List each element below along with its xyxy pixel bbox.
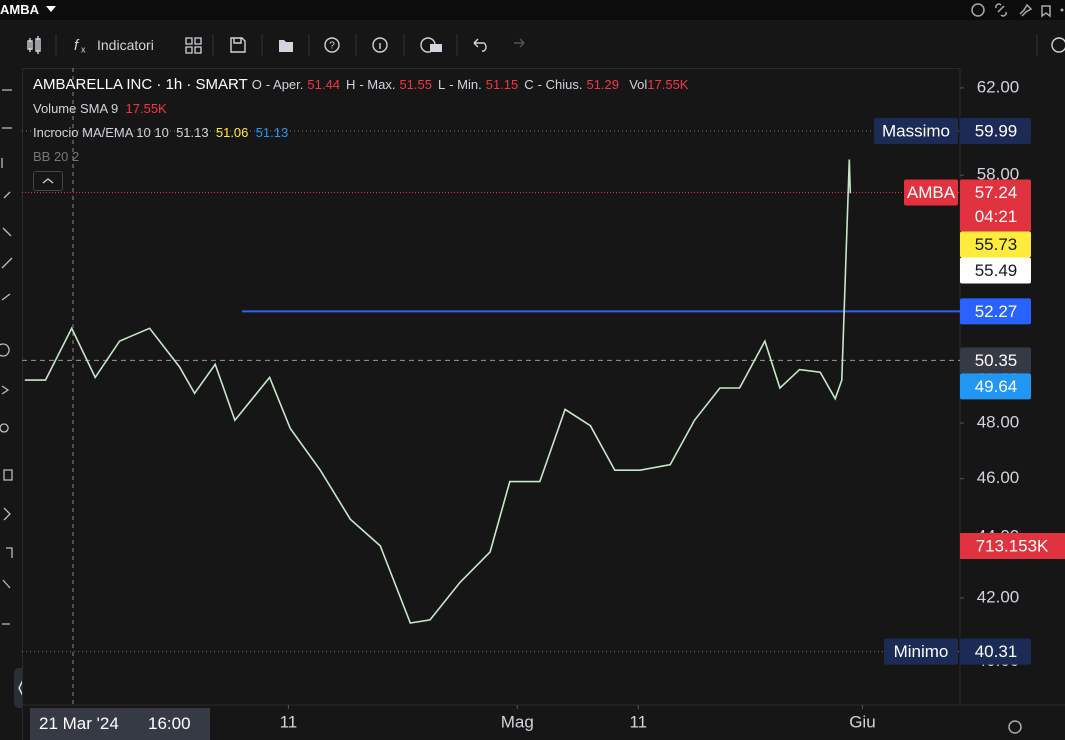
settings-icon: [1008, 720, 1022, 734]
badge-value: 50.35: [975, 351, 1018, 370]
ohlc-key: H: [345, 77, 356, 92]
ohlc-label: - Chius.: [537, 77, 583, 92]
legend-row-1: AMBARELLA INC · 1h · SMART O- Aper. 51.44…: [33, 76, 688, 93]
ma-value: 51.13: [176, 125, 209, 140]
top-icons: [971, 3, 1064, 18]
price-badge: 50.35: [960, 347, 1031, 374]
y-tick-label: 46.00: [977, 468, 1020, 487]
badge-bg: [960, 298, 1031, 325]
crosshair-time: 16:00: [148, 714, 191, 733]
vol-value: 17.55K: [647, 77, 689, 92]
ema-value: 51.06: [215, 125, 249, 140]
legend-title: AMBARELLA INC · 1h · SMART: [33, 76, 248, 93]
crosshair-date: 21 Mar '24: [39, 714, 119, 733]
y-tick-label: 48.00: [977, 413, 1020, 432]
badge-bg: [960, 179, 1031, 232]
badge-bg: [960, 347, 1031, 374]
badge-label-bg: [904, 179, 958, 206]
indicators-button[interactable]: Indicatori: [97, 37, 154, 53]
cross-value: 51.13: [255, 125, 289, 140]
ohlc-value: 51.44: [307, 77, 340, 92]
badge-bg: [960, 257, 1031, 284]
x-tick-label: Mag: [501, 712, 534, 731]
badge-label: AMBA: [907, 183, 956, 202]
badge-label: Minimo: [894, 642, 949, 661]
dropdown-arrow: [46, 6, 56, 12]
volume-sma-label: Volume SMA 9: [33, 101, 119, 116]
svg-text:?: ?: [329, 41, 335, 52]
price-badge: 40.31 Minimo: [884, 638, 1031, 665]
badge-countdown: 04:21: [975, 207, 1018, 226]
left-toolbar: [0, 68, 28, 740]
legend-row-3: Incrocio MA/EMA 10 10 51.13 51.06 51.13: [33, 125, 288, 140]
ohlc-key: O: [251, 77, 262, 92]
price-badge: 55.49: [960, 257, 1031, 284]
ohlc-value: 51.15: [485, 77, 519, 92]
y-tick-label: 58.00: [977, 165, 1020, 184]
price-badge: 59.99 Massimo: [874, 118, 1031, 145]
badge-bg: [960, 231, 1031, 258]
x-tick-label: 11: [629, 712, 647, 731]
x-tick-label: 11: [280, 712, 298, 731]
ohlc-value: 51.29: [586, 77, 620, 92]
y-tick-label: 42.00: [977, 587, 1020, 606]
ohlc-key: L: [438, 77, 446, 92]
ohlc-label: - Min.: [449, 77, 482, 92]
badge-bg: [960, 638, 1031, 665]
ohlc-label: - Max.: [359, 77, 396, 92]
svg-text:x: x: [81, 44, 86, 54]
price-badge: 55.73: [960, 231, 1031, 258]
price-badge: 49.64: [960, 373, 1031, 400]
symbol[interactable]: AMBA: [0, 2, 39, 17]
collapse-legend-button[interactable]: [33, 171, 63, 191]
volume-badge: 713.153K: [976, 536, 1049, 555]
x-tick-label: Giu: [849, 712, 875, 731]
volume-sma-value: 17.55K: [125, 101, 167, 116]
badge-value: 40.31: [975, 642, 1018, 661]
top-bar: AMBA: [0, 0, 1065, 20]
badge-value: 55.49: [975, 261, 1018, 280]
badge-label-bg: [874, 118, 958, 145]
badge-value: 49.64: [975, 377, 1018, 396]
bb-label: BB 20 2: [33, 149, 80, 164]
ohlc-key: C: [524, 77, 534, 92]
badge-value: 52.27: [975, 302, 1018, 321]
toolbar-icons: f x ?: [27, 34, 1065, 56]
badge-value: 59.99: [975, 122, 1018, 141]
ohlc-value: 51.55: [399, 77, 432, 92]
collapse-icon: [42, 178, 54, 184]
badge-label-bg: [884, 638, 958, 665]
ohlc-label: - Aper.: [265, 77, 304, 92]
badge-label: Massimo: [882, 122, 950, 141]
ohlc: O- Aper. 51.44 H - Max. 51.55 L - Min. 51.15 C - …: [252, 77, 625, 92]
crosshair-time-label: 21 Mar '24 16:00: [30, 708, 210, 740]
legend-row-4: BB 20 2: [33, 149, 79, 164]
svg-text:f: f: [74, 37, 80, 54]
price-badge: 52.27: [960, 298, 1031, 325]
toolbar: f x ? Indicatori: [0, 22, 1065, 69]
price-badge: 57.24 04:21 AMBA: [904, 179, 1031, 232]
ma-cross-label: Incrocio MA/EMA 10 10: [33, 125, 169, 140]
badge-bg: [960, 118, 1031, 145]
price-line-series: [24, 159, 852, 624]
volume-badge-bg: [960, 533, 1065, 559]
badge-value: 57.24: [975, 183, 1018, 202]
vol-label: Vol: [629, 77, 648, 92]
badge-value: 55.73: [975, 235, 1018, 254]
legend-row-2: Volume SMA 9 17.55K: [33, 101, 167, 116]
y-tick-label: 62.00: [977, 77, 1020, 96]
badge-bg: [960, 373, 1031, 400]
